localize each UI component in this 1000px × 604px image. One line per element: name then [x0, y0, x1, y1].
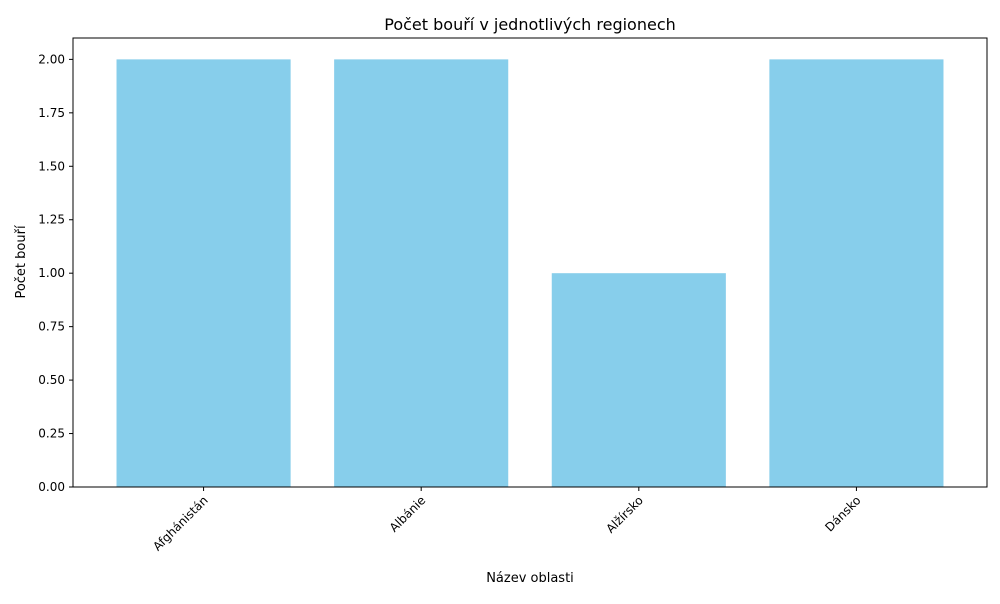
y-axis-label: Počet bouří: [14, 225, 29, 298]
bars-group: [116, 59, 944, 487]
y-tick-label: 1.75: [38, 106, 65, 120]
y-tick-label: 0.25: [38, 427, 65, 441]
x-axis: Afghánistán Albánie Alžírsko Dánsko: [150, 487, 864, 554]
y-tick-label: 2.00: [38, 52, 65, 66]
chart-title: Počet bouří v jednotlivých regionech: [384, 15, 676, 34]
y-tick-label: 0.75: [38, 320, 65, 334]
x-axis-label: Název oblasti: [486, 571, 574, 586]
x-tick-label: Dánsko: [822, 493, 863, 534]
x-tick-label: Alžírsko: [603, 493, 646, 536]
y-axis: 0.00 0.25 0.50 0.75 1.00 1.25 1.50 1.75 2.00: [38, 52, 73, 494]
y-tick-label: 0.50: [38, 373, 65, 387]
x-tick-label: Albánie: [387, 493, 429, 535]
bar-Afghánistán: [116, 59, 291, 487]
bar-Dánsko: [769, 59, 944, 487]
y-tick-label: 1.25: [38, 213, 65, 227]
bar-Albánie: [334, 59, 509, 487]
bar-Alžírsko: [551, 273, 726, 487]
y-tick-label: 1.50: [38, 159, 65, 173]
y-tick-label: 0.00: [38, 480, 65, 494]
x-tick-label: Afghánistán: [150, 493, 210, 553]
plot-frame: [72, 37, 988, 488]
y-tick-label: 1.00: [38, 266, 65, 280]
